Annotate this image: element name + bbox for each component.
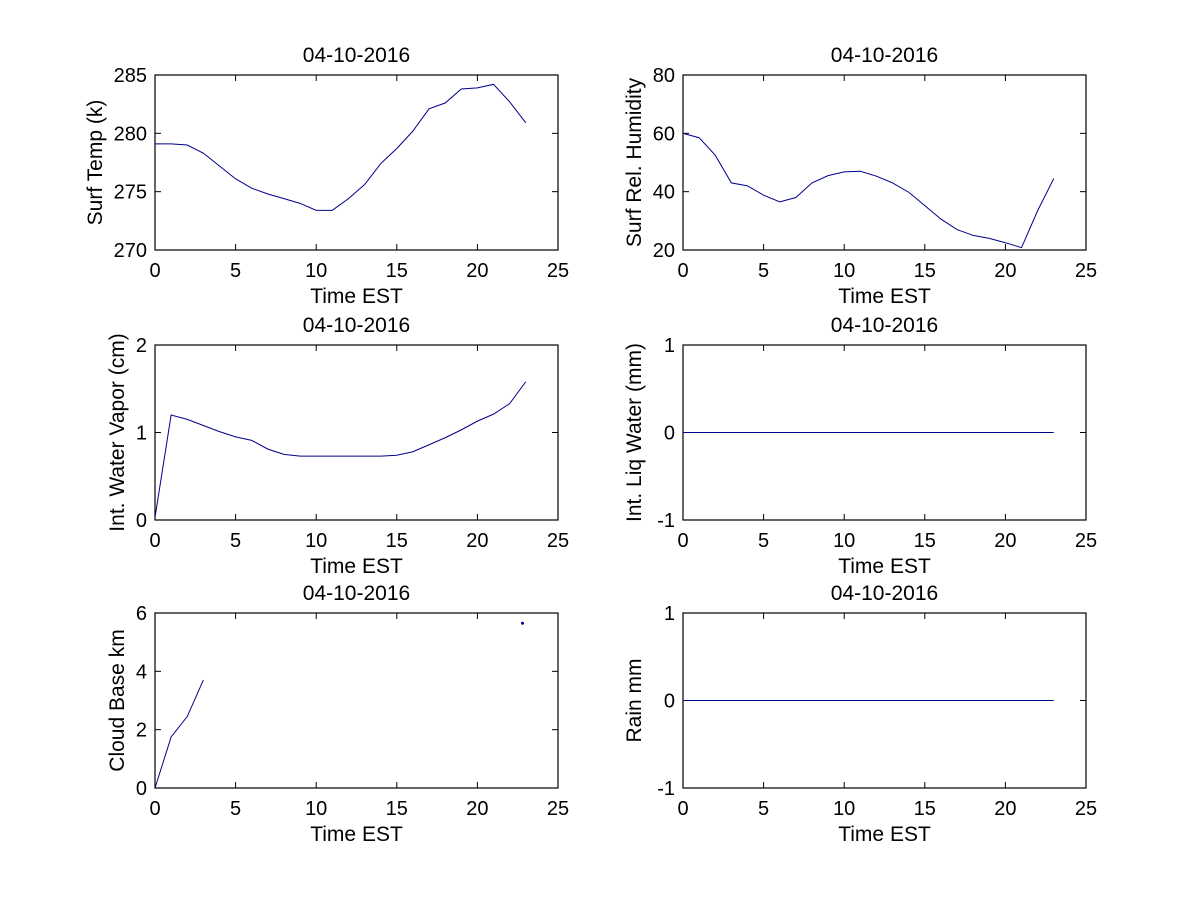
subplot-title: 04-10-2016 <box>831 44 938 67</box>
y-tick-label: 275 <box>114 182 147 204</box>
subplot-cloud-base: 0 5 10 15 20 25 0 2 4 6 04-10-2016 Time EST Cloud Ba… <box>106 582 569 846</box>
x-tick-label: 0 <box>149 798 160 820</box>
x-tick-label: 0 <box>677 798 688 820</box>
x-axis-label: Time EST <box>838 285 931 308</box>
x-tick-label: 0 <box>677 260 688 282</box>
data-point <box>521 621 525 625</box>
subplot-title: 04-10-2016 <box>303 582 410 605</box>
subplot-title: 04-10-2016 <box>831 582 938 605</box>
y-tick-label: 280 <box>114 123 147 145</box>
y-tick-label: 4 <box>136 661 147 683</box>
subplot-title: 04-10-2016 <box>303 314 410 337</box>
series-line-surface-relative-humidity <box>682 132 1055 249</box>
x-tick-label: 0 <box>677 530 688 552</box>
y-tick-label: 2 <box>136 720 147 742</box>
series-line-cloud-base-height <box>154 679 204 789</box>
subplot-int-water-vapor: 0 5 10 15 20 25 0 1 2 04-10-2016 Time EST Int. Wate… <box>106 314 569 578</box>
x-tick-label: 10 <box>305 530 327 552</box>
x-axis-label: Time EST <box>310 555 403 578</box>
y-tick-label: -1 <box>657 510 675 532</box>
x-tick-label: 20 <box>466 530 488 552</box>
x-tick-label: 10 <box>305 260 327 282</box>
axes-box <box>154 344 559 521</box>
y-tick-label: -1 <box>657 778 675 800</box>
y-tick-label: 0 <box>136 778 147 800</box>
y-axis-label: Int. Liq Water (mm) <box>623 343 646 522</box>
subplot-title: 04-10-2016 <box>303 44 410 67</box>
x-tick-label: 25 <box>1075 798 1097 820</box>
y-tick-label: 1 <box>664 335 675 357</box>
y-tick-label: 0 <box>664 423 675 445</box>
x-tick-label: 25 <box>1075 530 1097 552</box>
x-tick-label: 20 <box>994 530 1016 552</box>
y-tick-label: 270 <box>114 240 147 262</box>
x-tick-label: 5 <box>758 260 769 282</box>
x-tick-label: 5 <box>230 260 241 282</box>
y-tick-label: 40 <box>653 182 675 204</box>
y-tick-label: 6 <box>136 603 147 625</box>
y-tick-label: 0 <box>136 510 147 532</box>
x-axis-label: Time EST <box>838 555 931 578</box>
series-line-surface-temperature <box>155 83 527 211</box>
y-tick-label: 285 <box>114 65 147 87</box>
x-tick-label: 10 <box>833 798 855 820</box>
x-tick-label: 15 <box>914 798 936 820</box>
x-tick-label: 20 <box>994 260 1016 282</box>
x-tick-label: 10 <box>305 798 327 820</box>
x-tick-label: 20 <box>466 260 488 282</box>
y-tick-label: 1 <box>664 603 675 625</box>
x-tick-label: 0 <box>149 260 160 282</box>
y-axis-label: Int. Water Vapor (cm) <box>106 333 129 531</box>
x-tick-label: 15 <box>386 530 408 552</box>
subplot-surf-temp: 0 5 10 15 20 25 270 275 280 285 04-10-2016 Time EST… <box>84 44 569 308</box>
x-tick-label: 5 <box>230 530 241 552</box>
x-tick-label: 10 <box>833 260 855 282</box>
x-tick-label: 15 <box>914 260 936 282</box>
y-axis-label: Surf Rel. Humidity <box>623 77 646 247</box>
x-tick-label: 5 <box>758 798 769 820</box>
x-tick-label: 25 <box>547 798 569 820</box>
subplot-title: 04-10-2016 <box>831 314 938 337</box>
x-tick-label: 20 <box>994 798 1016 820</box>
x-tick-label: 10 <box>833 530 855 552</box>
x-axis-label: Time EST <box>838 823 931 846</box>
y-tick-label: 20 <box>653 240 675 262</box>
y-tick-label: 80 <box>653 65 675 87</box>
x-tick-label: 15 <box>386 798 408 820</box>
axes-box <box>154 612 559 789</box>
x-tick-label: 5 <box>230 798 241 820</box>
y-tick-label: 2 <box>136 335 147 357</box>
x-tick-label: 15 <box>386 260 408 282</box>
axes-box <box>154 74 559 251</box>
series-line-integrated-water-vapor <box>154 381 527 518</box>
x-tick-label: 15 <box>914 530 936 552</box>
x-axis-label: Time EST <box>310 823 403 846</box>
y-tick-label: 60 <box>653 123 675 145</box>
x-tick-label: 5 <box>758 530 769 552</box>
x-axis-label: Time EST <box>310 285 403 308</box>
x-tick-label: 25 <box>547 530 569 552</box>
y-axis-label: Surf Temp (k) <box>84 100 107 226</box>
subplot-surf-rel-humidity: 0 5 10 15 20 25 20 40 60 80 04-10-2016 Time EST Surf… <box>623 44 1097 308</box>
x-tick-label: 0 <box>149 530 160 552</box>
x-tick-label: 20 <box>466 798 488 820</box>
x-tick-label: 25 <box>1075 260 1097 282</box>
y-axis-label: Rain mm <box>623 658 646 742</box>
y-tick-label: 1 <box>136 423 147 445</box>
y-tick-label: 0 <box>664 691 675 713</box>
x-tick-label: 25 <box>547 260 569 282</box>
axes-box <box>682 74 1087 251</box>
y-axis-label: Cloud Base km <box>106 629 129 771</box>
